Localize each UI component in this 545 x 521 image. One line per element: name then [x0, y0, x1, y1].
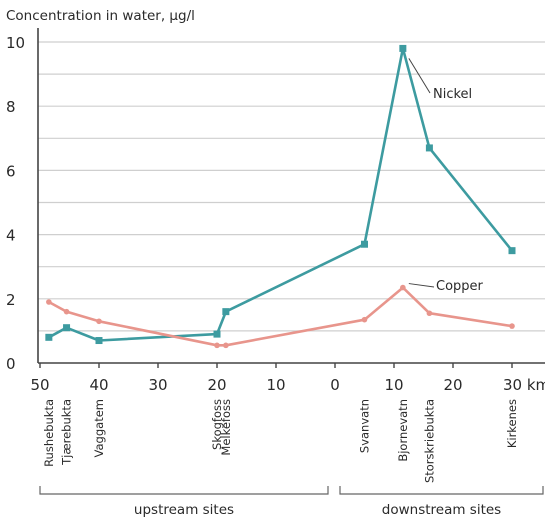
data-point — [426, 310, 433, 317]
site-labels: Rushebukta Tjærebukta Vaggatem SkogfossMelk… — [42, 399, 519, 483]
y-tick-label: 2 — [6, 291, 16, 309]
data-point — [63, 324, 71, 332]
nickel-leader-line — [408, 58, 431, 94]
series-label-nickel: Nickel — [433, 87, 472, 102]
x-tick-label: 20 — [207, 376, 226, 394]
data-point — [63, 308, 70, 315]
data-point — [213, 330, 221, 338]
chart-title: Concentration in water, μg/l — [6, 8, 195, 24]
x-tick-label: 50 — [30, 376, 49, 394]
site-label: Bjornevatn — [396, 399, 410, 462]
site-label: Skogfoss — [210, 399, 224, 450]
data-point — [399, 44, 407, 52]
data-point — [222, 308, 230, 316]
data-point — [508, 247, 516, 255]
x-tick-label: 10 — [266, 376, 285, 394]
axes — [37, 28, 545, 368]
site-label: Kirkenes — [505, 399, 519, 448]
x-tick-label: 10 — [384, 376, 403, 394]
data-point — [96, 318, 102, 325]
data-point — [361, 316, 368, 323]
x-tick-label: 0 — [330, 376, 340, 394]
x-tick-labels: 50 40 30 20 10 0 10 20 30 km — [30, 376, 545, 394]
y-tick-labels: 0 2 4 6 8 10 — [6, 34, 25, 373]
site-label: Tjærebukta — [60, 399, 74, 466]
group-bracket — [39, 486, 329, 495]
copper-leader-line — [408, 283, 435, 288]
data-point — [45, 333, 53, 341]
y-tick-label: 8 — [6, 98, 16, 116]
x-tick-label: 30 km — [503, 376, 545, 394]
site-label: Svanvatn — [358, 399, 372, 453]
site-label: Melkefoss — [219, 399, 233, 456]
site-label: Storskriebukta — [422, 399, 436, 483]
y-tick-label: 4 — [6, 227, 16, 245]
series-line-copper — [47, 286, 514, 347]
data-point — [46, 299, 52, 305]
site-label: Rushebukta — [42, 399, 56, 467]
data-point — [509, 323, 515, 329]
x-tick-label: 20 — [443, 376, 462, 394]
data-point — [400, 284, 406, 291]
y-tick-label: 6 — [6, 162, 16, 180]
data-series: Nickel Copper — [45, 44, 516, 349]
data-point — [95, 337, 103, 345]
data-point — [425, 144, 433, 152]
group-label: upstream sites — [134, 502, 234, 518]
y-tick-label: 0 — [6, 355, 16, 373]
x-tick-label: 30 — [148, 376, 167, 394]
series-label-copper: Copper — [436, 279, 484, 294]
data-point — [214, 342, 220, 349]
y-tick-label: 10 — [6, 34, 25, 52]
x-tick-label: 40 — [89, 376, 108, 394]
site-groups: upstream sites downstream sites — [39, 486, 544, 518]
gridlines — [38, 41, 545, 332]
site-label: Vaggatem — [92, 399, 106, 457]
data-point — [361, 240, 368, 248]
group-label: downstream sites — [382, 502, 501, 518]
data-point — [223, 342, 229, 349]
group-bracket — [339, 486, 544, 495]
